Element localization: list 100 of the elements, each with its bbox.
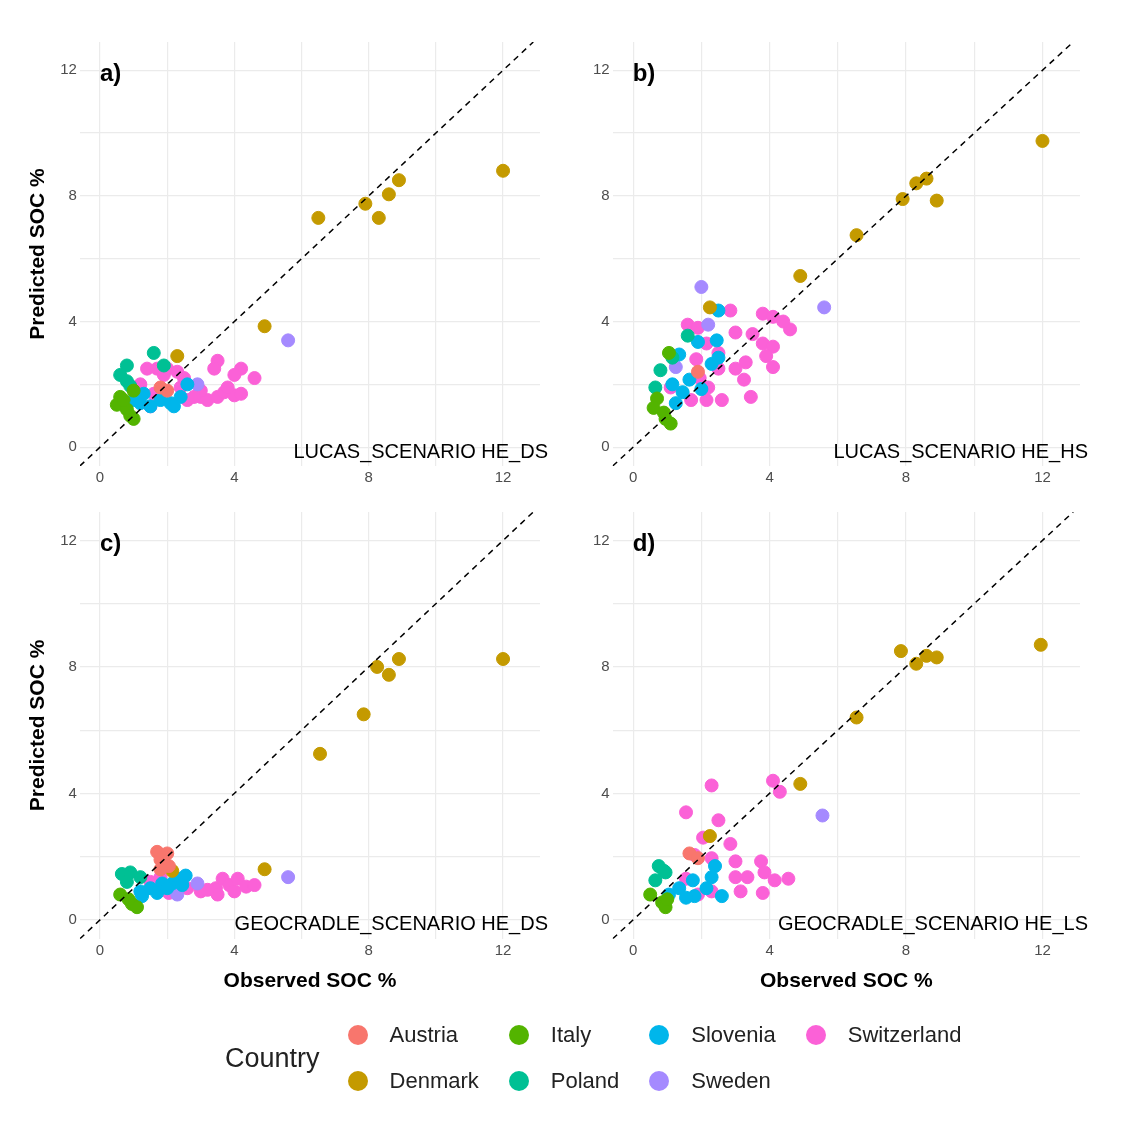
legend-label: Poland (550, 1068, 620, 1094)
point (180, 377, 195, 392)
point (728, 870, 743, 885)
legend-label: Switzerland (847, 1022, 962, 1048)
y-tick-label: 4 (601, 783, 610, 801)
x-tick-label: 4 (230, 468, 239, 486)
y-tick-label: 12 (60, 60, 77, 78)
annotation: LUCAS_SCENARIO HE_HS (833, 439, 1088, 463)
annotation: d) (632, 528, 656, 556)
legend-title: Country (225, 1042, 320, 1074)
point (247, 371, 262, 386)
point (119, 358, 134, 373)
point (173, 389, 188, 404)
point (281, 870, 296, 885)
point (728, 361, 743, 376)
point (496, 163, 511, 178)
point (247, 878, 262, 893)
point (133, 870, 148, 885)
point (694, 279, 709, 294)
point (711, 813, 726, 828)
point (126, 383, 141, 398)
point (757, 865, 772, 880)
y-tick-label: 12 (593, 60, 610, 78)
point (709, 333, 724, 348)
x-tick-label: 0 (95, 940, 105, 958)
point (381, 187, 396, 202)
point (643, 887, 658, 902)
point (702, 829, 717, 844)
point (370, 659, 385, 674)
point (690, 364, 705, 379)
x-tick-label: 4 (230, 940, 239, 958)
point (207, 361, 222, 376)
x-tick-label: 8 (901, 940, 911, 958)
point (754, 854, 769, 869)
point (391, 173, 406, 188)
point (919, 171, 934, 186)
y-tick-label: 0 (601, 437, 610, 455)
point (817, 300, 832, 315)
point (153, 862, 168, 877)
point (781, 871, 796, 886)
legend-label: Denmark (389, 1068, 479, 1094)
point (766, 773, 780, 788)
point (661, 345, 676, 360)
y-tick-label: 4 (601, 311, 610, 329)
point (668, 396, 683, 411)
point (929, 193, 944, 208)
point (685, 873, 700, 888)
point (699, 881, 714, 896)
x-tick-label: 12 (1034, 940, 1051, 958)
point (699, 393, 714, 408)
x-tick-label: 0 (95, 468, 105, 486)
annotation: c) (99, 528, 122, 556)
point (496, 652, 511, 667)
annotation: LUCAS_SCENARIO HE_DS (293, 439, 548, 463)
point (257, 862, 272, 877)
point (743, 389, 758, 404)
point (1035, 133, 1050, 148)
point (849, 228, 864, 243)
y-tick-label: 0 (68, 909, 77, 927)
point (257, 319, 272, 334)
y-tick-label: 12 (60, 530, 77, 548)
point (704, 778, 719, 793)
point (160, 383, 175, 398)
point (737, 372, 752, 387)
point (230, 871, 245, 886)
legend-label: Slovenia (691, 1022, 776, 1048)
x-axis-title: Observed SOC % (223, 968, 397, 992)
point (156, 358, 171, 373)
annotation: GEOCRADLE_SCENARIO HE_DS (234, 912, 548, 936)
x-tick-label: 0 (628, 940, 638, 958)
point (690, 851, 705, 866)
annotation: a) (99, 58, 122, 86)
y-tick-label: 12 (593, 530, 610, 548)
point (689, 352, 704, 367)
point (766, 339, 780, 354)
point (672, 881, 687, 896)
y-tick-label: 8 (68, 657, 77, 675)
point (1033, 637, 1048, 652)
y-tick-label: 0 (601, 909, 610, 927)
point (311, 210, 326, 225)
point (121, 892, 136, 907)
point (653, 363, 668, 378)
point (129, 900, 144, 915)
point (893, 644, 908, 659)
legend-label: Italy (550, 1022, 592, 1048)
point (281, 333, 296, 348)
point (694, 382, 709, 397)
point (146, 345, 161, 360)
x-tick-label: 12 (494, 468, 512, 486)
point (759, 349, 774, 364)
point (356, 707, 371, 722)
point (381, 667, 396, 682)
point (227, 884, 242, 899)
point (728, 854, 743, 869)
legend-label: Sweden (691, 1068, 771, 1094)
point (704, 870, 719, 885)
point (766, 360, 780, 375)
point (723, 836, 738, 851)
point (679, 890, 694, 905)
point (772, 784, 787, 799)
